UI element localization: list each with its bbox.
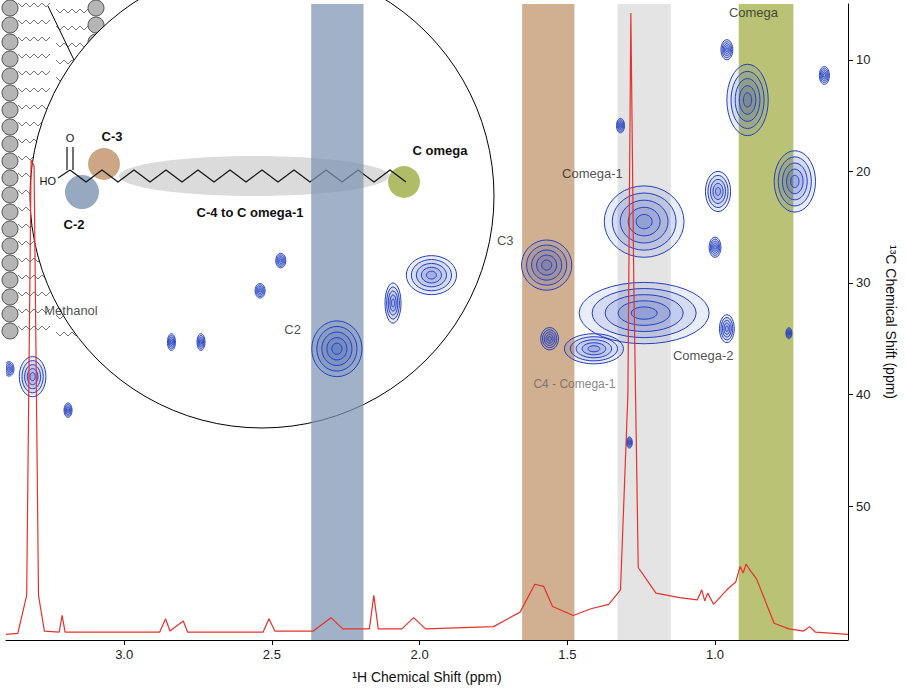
- svg-text:20: 20: [856, 164, 870, 179]
- svg-text:50: 50: [856, 499, 870, 514]
- svg-text:C2: C2: [284, 322, 301, 337]
- svg-text:Comega-1: Comega-1: [562, 166, 623, 181]
- svg-text:2.5: 2.5: [263, 647, 281, 662]
- svg-text:Comega: Comega: [729, 5, 779, 20]
- svg-text:Comega-2: Comega-2: [673, 348, 734, 363]
- svg-text:10: 10: [856, 52, 870, 67]
- svg-text:C omega: C omega: [413, 143, 469, 158]
- svg-text:O: O: [66, 132, 75, 144]
- svg-text:1.5: 1.5: [558, 647, 576, 662]
- svg-text:Methanol: Methanol: [44, 303, 98, 318]
- svg-text:C-4 to C omega-1: C-4 to C omega-1: [197, 205, 304, 220]
- svg-text:2.0: 2.0: [411, 647, 429, 662]
- svg-text:30: 30: [856, 275, 870, 290]
- svg-text:C-3: C-3: [102, 129, 123, 144]
- svg-text:¹H Chemical Shift (ppm): ¹H Chemical Shift (ppm): [352, 669, 501, 685]
- svg-text:1.0: 1.0: [706, 647, 724, 662]
- svg-text:C-2: C-2: [64, 217, 85, 232]
- svg-text:HO: HO: [40, 175, 57, 187]
- svg-text:C4 - Comega-1: C4 - Comega-1: [533, 377, 615, 391]
- svg-text:C3: C3: [497, 233, 514, 248]
- svg-text:3.0: 3.0: [115, 647, 133, 662]
- svg-text:¹³C Chemical Shift (ppm): ¹³C Chemical Shift (ppm): [883, 245, 899, 399]
- svg-text:40: 40: [856, 387, 870, 402]
